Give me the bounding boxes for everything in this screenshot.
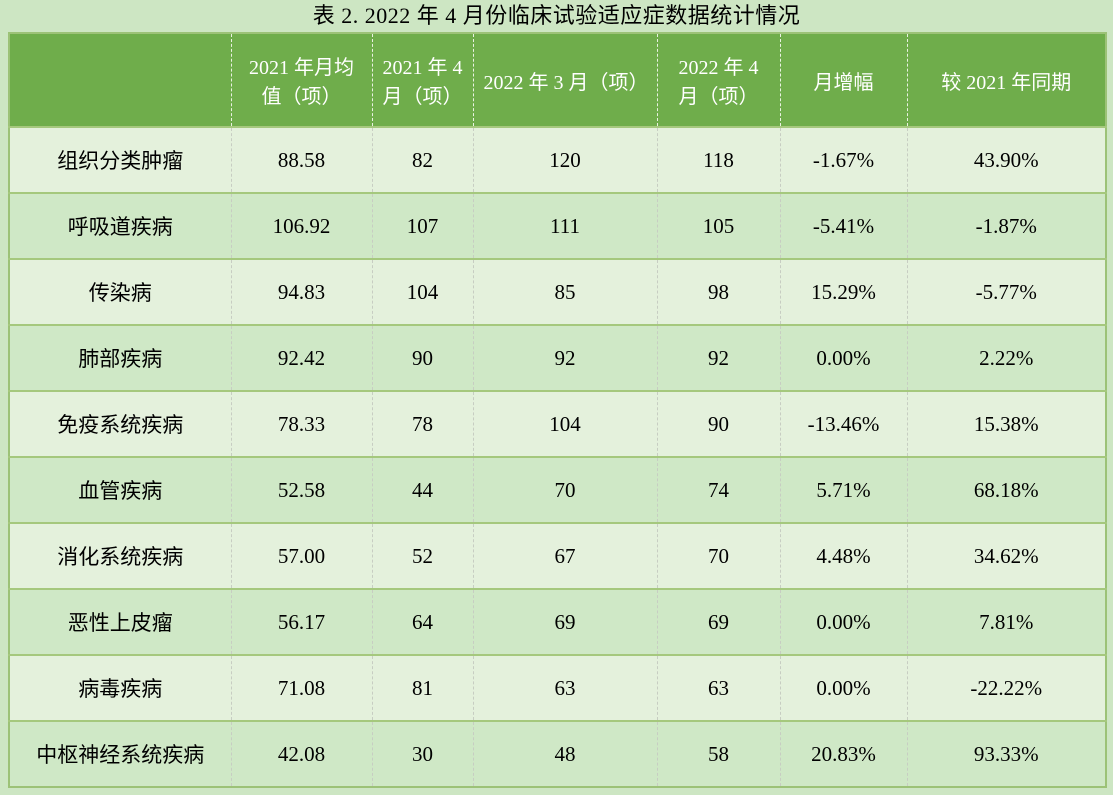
- table-row: 消化系统疾病 57.00 52 67 70 4.48% 34.62%: [9, 522, 1106, 589]
- cell: 67: [473, 522, 658, 589]
- cell: 56.17: [231, 588, 373, 655]
- cell: 70: [657, 522, 781, 589]
- table-header: 2021 年月均值（项） 2021 年 4 月（项） 2022 年 3 月（项）…: [9, 33, 1106, 127]
- cell: 70: [473, 456, 658, 523]
- column-header-2022-april: 2022 年 4 月（项）: [657, 33, 781, 127]
- cell: 106.92: [231, 192, 373, 259]
- cell: 7.81%: [907, 588, 1106, 655]
- column-header-vs-2021: 较 2021 年同期: [907, 33, 1106, 127]
- row-label: 肺部疾病: [9, 324, 232, 391]
- cell: 20.83%: [780, 720, 908, 787]
- row-label: 传染病: [9, 258, 232, 325]
- cell: 94.83: [231, 258, 373, 325]
- cell: 34.62%: [907, 522, 1106, 589]
- column-header-indication: [9, 33, 232, 127]
- cell: 118: [657, 126, 781, 193]
- table-body: 组织分类肿瘤 88.58 82 120 118 -1.67% 43.90% 呼吸…: [9, 126, 1106, 787]
- cell: 90: [372, 324, 474, 391]
- table-row: 传染病 94.83 104 85 98 15.29% -5.77%: [9, 258, 1106, 325]
- cell: 0.00%: [780, 324, 908, 391]
- cell: 81: [372, 654, 474, 721]
- cell: 15.38%: [907, 390, 1106, 457]
- column-header-2021-monthly-avg: 2021 年月均值（项）: [231, 33, 373, 127]
- cell: 78: [372, 390, 474, 457]
- column-header-month-growth: 月增幅: [780, 33, 908, 127]
- cell: 105: [657, 192, 781, 259]
- cell: 120: [473, 126, 658, 193]
- cell: -1.87%: [907, 192, 1106, 259]
- statistics-table: 2021 年月均值（项） 2021 年 4 月（项） 2022 年 3 月（项）…: [8, 32, 1107, 788]
- cell: 92: [473, 324, 658, 391]
- table-row: 中枢神经系统疾病 42.08 30 48 58 20.83% 93.33%: [9, 720, 1106, 787]
- row-label: 病毒疾病: [9, 654, 232, 721]
- cell: 69: [657, 588, 781, 655]
- cell: 0.00%: [780, 588, 908, 655]
- cell: 0.00%: [780, 654, 908, 721]
- row-label: 消化系统疾病: [9, 522, 232, 589]
- row-label: 血管疾病: [9, 456, 232, 523]
- cell: 111: [473, 192, 658, 259]
- cell: 71.08: [231, 654, 373, 721]
- table-row: 呼吸道疾病 106.92 107 111 105 -5.41% -1.87%: [9, 192, 1106, 259]
- cell: 58: [657, 720, 781, 787]
- cell: 63: [473, 654, 658, 721]
- cell: 104: [372, 258, 474, 325]
- row-label: 中枢神经系统疾病: [9, 720, 232, 787]
- cell: 92: [657, 324, 781, 391]
- cell: 52: [372, 522, 474, 589]
- cell: 52.58: [231, 456, 373, 523]
- cell: 4.48%: [780, 522, 908, 589]
- cell: 57.00: [231, 522, 373, 589]
- cell: 92.42: [231, 324, 373, 391]
- cell: -5.41%: [780, 192, 908, 259]
- table-row: 肺部疾病 92.42 90 92 92 0.00% 2.22%: [9, 324, 1106, 391]
- column-header-2022-march: 2022 年 3 月（项）: [473, 33, 658, 127]
- cell: -22.22%: [907, 654, 1106, 721]
- cell: 90: [657, 390, 781, 457]
- cell: 48: [473, 720, 658, 787]
- cell: -1.67%: [780, 126, 908, 193]
- cell: 78.33: [231, 390, 373, 457]
- cell: 82: [372, 126, 474, 193]
- cell: -5.77%: [907, 258, 1106, 325]
- table-row: 免疫系统疾病 78.33 78 104 90 -13.46% 15.38%: [9, 390, 1106, 457]
- cell: 88.58: [231, 126, 373, 193]
- row-label: 恶性上皮瘤: [9, 588, 232, 655]
- table-row: 血管疾病 52.58 44 70 74 5.71% 68.18%: [9, 456, 1106, 523]
- cell: 30: [372, 720, 474, 787]
- cell: 107: [372, 192, 474, 259]
- header-row: 2021 年月均值（项） 2021 年 4 月（项） 2022 年 3 月（项）…: [9, 33, 1106, 127]
- cell: 104: [473, 390, 658, 457]
- table-row: 恶性上皮瘤 56.17 64 69 69 0.00% 7.81%: [9, 588, 1106, 655]
- cell: 64: [372, 588, 474, 655]
- table-row: 病毒疾病 71.08 81 63 63 0.00% -22.22%: [9, 654, 1106, 721]
- cell: -13.46%: [780, 390, 908, 457]
- cell: 43.90%: [907, 126, 1106, 193]
- row-label: 组织分类肿瘤: [9, 126, 232, 193]
- cell: 5.71%: [780, 456, 908, 523]
- cell: 63: [657, 654, 781, 721]
- cell: 2.22%: [907, 324, 1106, 391]
- cell: 85: [473, 258, 658, 325]
- table-caption: 表 2. 2022 年 4 月份临床试验适应症数据统计情况: [312, 3, 801, 28]
- row-label: 免疫系统疾病: [9, 390, 232, 457]
- table-row: 组织分类肿瘤 88.58 82 120 118 -1.67% 43.90%: [9, 126, 1106, 193]
- cell: 15.29%: [780, 258, 908, 325]
- column-header-2021-april: 2021 年 4 月（项）: [372, 33, 474, 127]
- cell: 42.08: [231, 720, 373, 787]
- cell: 98: [657, 258, 781, 325]
- cell: 74: [657, 456, 781, 523]
- cell: 69: [473, 588, 658, 655]
- cell: 68.18%: [907, 456, 1106, 523]
- cell: 93.33%: [907, 720, 1106, 787]
- cell: 44: [372, 456, 474, 523]
- row-label: 呼吸道疾病: [9, 192, 232, 259]
